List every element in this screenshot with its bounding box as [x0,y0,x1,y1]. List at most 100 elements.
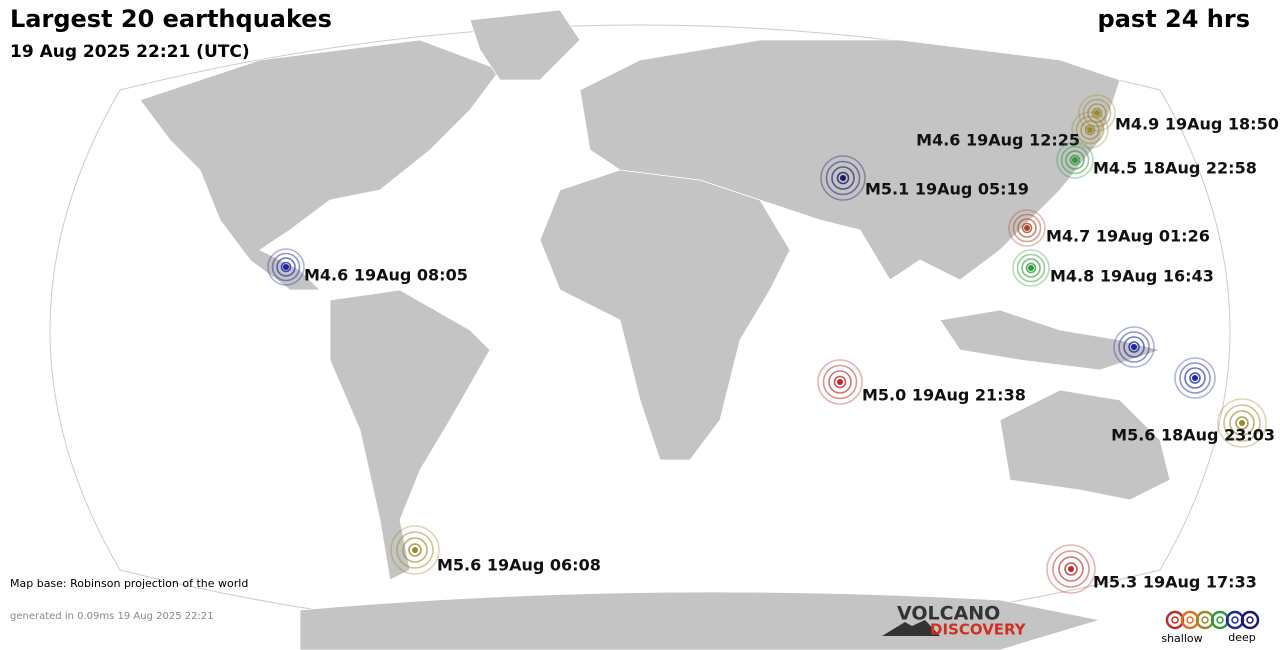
quake-ring [1223,404,1261,442]
quake-ring [1056,141,1094,179]
quake-center [1068,566,1074,572]
quake-marker [1056,141,1094,179]
quake-ring [408,543,422,557]
quake-ring [1084,124,1096,136]
quake-label: M4.5 18Aug 22:58 [1093,159,1257,178]
quake-center [283,264,289,270]
quake-marker [1174,357,1216,399]
quake-ring [1184,367,1206,389]
quake-center [412,547,418,553]
logo-line2: DISCOVERY [930,621,1027,639]
quake-marker [820,155,866,201]
quake-ring [1078,94,1116,132]
legend-ring-inner [1246,616,1254,624]
quake-label: M5.3 19Aug 17:33 [1093,573,1257,592]
land [139,9,1171,650]
quake-marker [1046,544,1096,594]
quake-label: M4.8 19Aug 16:43 [1050,267,1214,286]
quake-ring [1065,150,1085,170]
legend: shallow deep [1161,610,1260,645]
legend-ring [1225,610,1245,630]
quake-ring [1189,372,1201,384]
quake-marker [1008,209,1046,247]
quake-label: M4.9 19Aug 18:50 [1115,115,1279,134]
quake-ring [1008,209,1046,247]
legend-ring-inner [1171,616,1179,624]
quake-label: M4.6 19Aug 12:25 [916,131,1080,150]
legend-ring-inner [1231,616,1239,624]
quake-ring [1021,258,1041,278]
quake-ring [1082,98,1112,128]
quake-ring [1087,103,1107,123]
quake-ring [1075,115,1105,145]
quake-ring [1017,218,1037,238]
quake-ring [820,155,866,201]
quakes: M4.9 19Aug 18:50 M4.6 19Aug 12:25 M4.5 18A… [267,94,1279,594]
quake-marker [267,248,305,286]
quake-ring [831,166,855,190]
quake-center [1239,420,1245,426]
legend-ring-inner [1186,616,1194,624]
quake-ring [1235,416,1249,430]
quake-ring [402,537,428,563]
quake-label: M5.0 19Aug 21:38 [862,386,1026,405]
quake-ring [1046,544,1096,594]
quake-ring [267,248,305,286]
quake-ring [271,252,301,282]
quake-center [1028,265,1034,271]
quake-marker [1071,111,1109,149]
logo-line1: VOLCANO [897,603,1000,625]
legend-ring [1180,610,1200,630]
quake-marker [390,525,440,575]
quake-center [1131,344,1137,350]
quake-center [840,175,846,181]
quake-ring [817,359,863,405]
subtitle: 19 Aug 2025 22:21 (UTC) [10,42,250,62]
quake-label: M4.7 19Aug 01:26 [1046,227,1210,246]
period: past 24 hrs [1098,5,1250,33]
legend-ring [1165,610,1185,630]
map-base-note: Map base: Robinson projection of the wor… [10,577,248,590]
quake-marker [1113,326,1155,368]
quake-ring [1012,249,1050,287]
quake-ring [1016,253,1046,283]
quake-ring [390,525,440,575]
legend-ring-inner [1216,616,1224,624]
quake-ring [1052,550,1090,588]
logo: VOLCANO DISCOVERY [882,603,1027,639]
legend-ring-inner [1201,616,1209,624]
quake-center [1094,110,1100,116]
quake-ring [836,171,850,185]
quake-label: M5.6 18Aug 23:03 [1111,426,1275,445]
quake-ring [1025,262,1037,274]
quake-center [837,379,843,385]
quake-marker [1217,398,1267,448]
quake-ring [1174,357,1216,399]
quake-ring [1069,154,1081,166]
quake-ring [1021,222,1033,234]
quake-marker [1078,94,1116,132]
quake-center [1192,375,1198,381]
logo-mountain [882,620,940,636]
quake-ring [1179,362,1211,394]
quake-ring [828,370,852,394]
quake-label: M5.6 19Aug 06:08 [437,556,601,575]
quake-ring [822,364,858,400]
quake-ring [1217,398,1267,448]
legend-ring [1195,610,1215,630]
quake-ring [1058,556,1084,582]
quake-ring [396,531,434,569]
quake-center [1024,225,1030,231]
quake-ring [1091,107,1103,119]
quake-ring [280,261,292,273]
quake-ring [1118,331,1150,363]
quake-ring [833,375,847,389]
legend-deep: deep [1228,631,1256,644]
title: Largest 20 earthquakes [10,5,332,33]
quake-ring [1071,111,1109,149]
legend-ring [1240,610,1260,630]
quake-label: M5.1 19Aug 05:19 [865,180,1029,199]
quake-label: M4.6 19Aug 08:05 [304,266,468,285]
quake-ring [1060,145,1090,175]
